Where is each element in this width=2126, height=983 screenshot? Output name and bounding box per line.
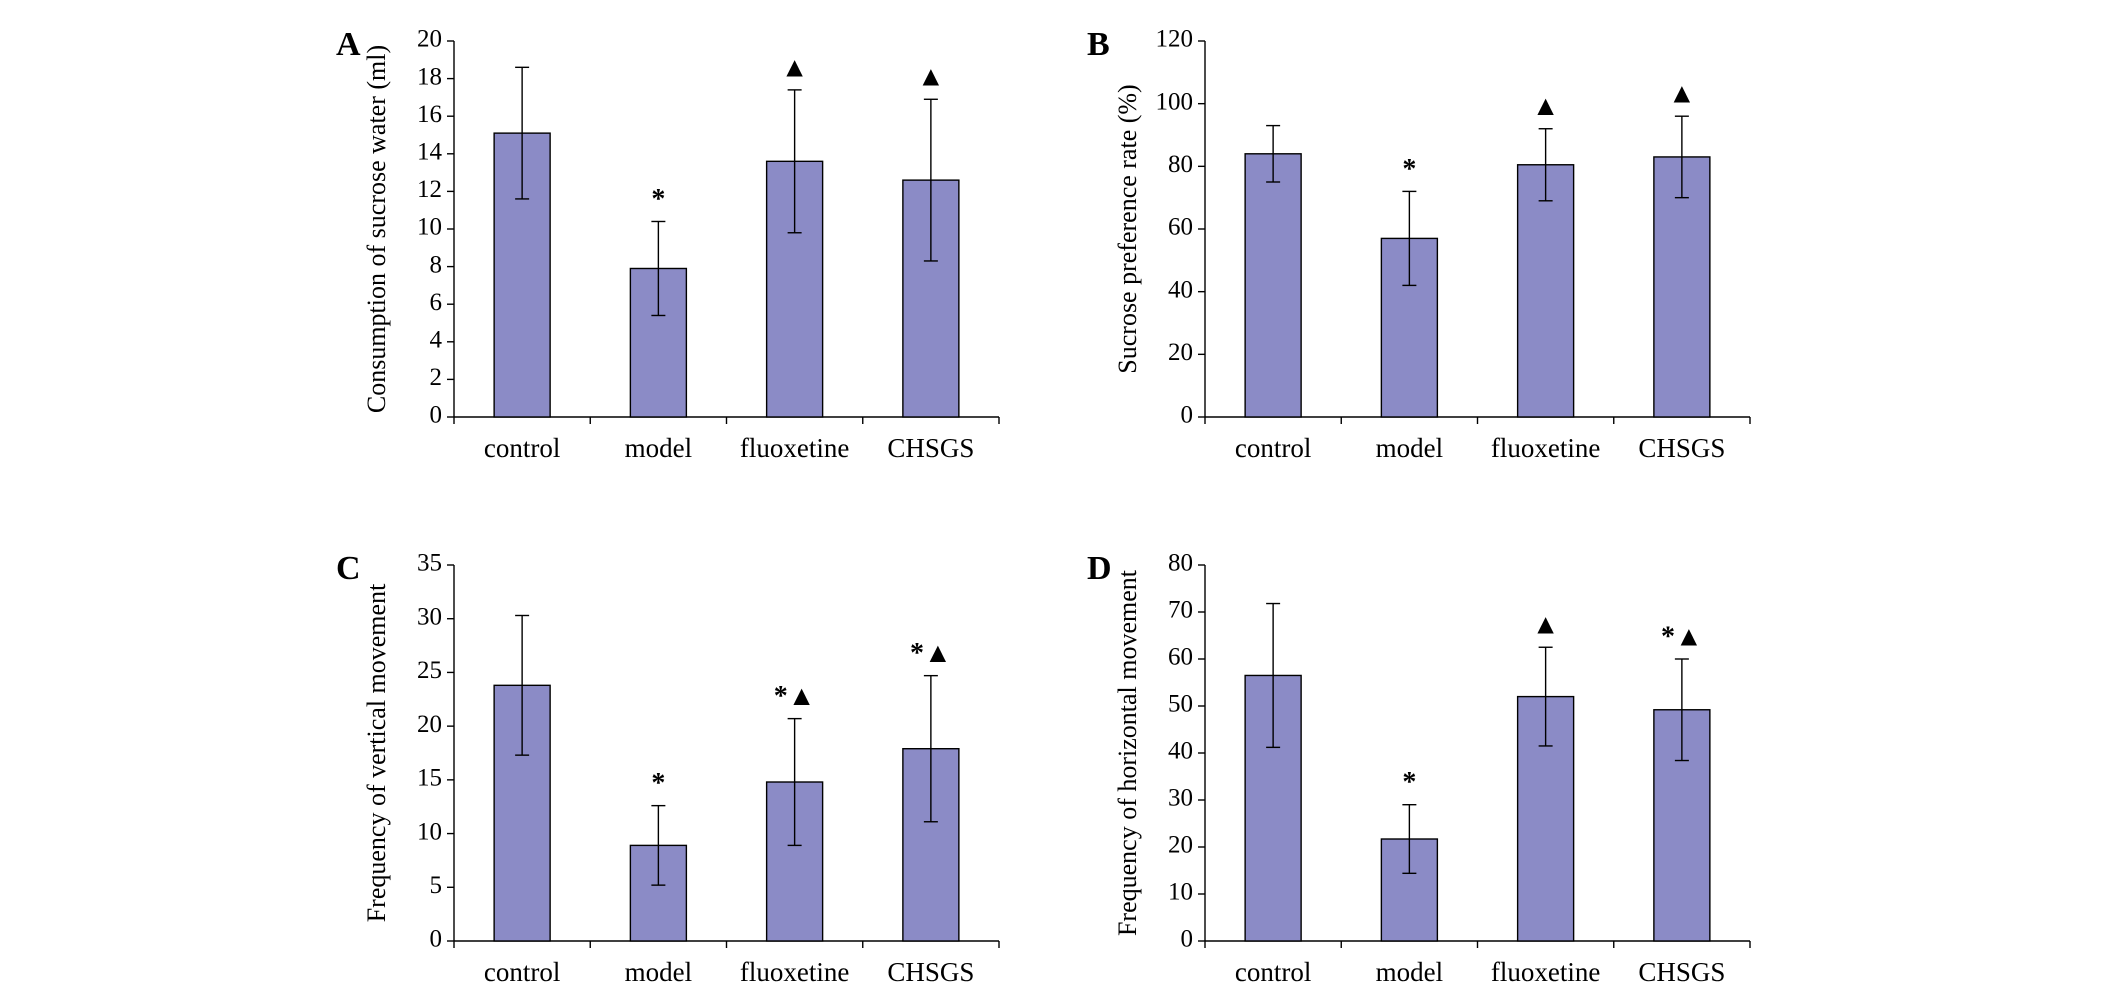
y-tick-label: 70 (1168, 597, 1193, 624)
significance-marker: ▲ (1532, 610, 1560, 641)
significance-marker: * (1402, 767, 1416, 798)
significance-marker: ▲ (1668, 79, 1696, 110)
significance-marker: *▲ (1661, 621, 1703, 652)
y-tick-label: 40 (1168, 276, 1193, 303)
y-tick-label: 20 (1168, 832, 1193, 859)
x-tick-label: fluoxetine (1491, 957, 1600, 983)
y-tick-label: 6 (430, 289, 443, 316)
bar (1516, 164, 1575, 418)
panel-label: C (336, 550, 361, 587)
y-axis-label: Sucrose preference rate (%) (1113, 84, 1142, 373)
bar (1653, 156, 1711, 418)
y-tick-label: 30 (1168, 785, 1193, 812)
x-tick-label: control (1235, 957, 1311, 983)
y-tick-label: 14 (417, 139, 443, 166)
y-tick-label: 35 (417, 550, 442, 577)
x-tick-label: fluoxetine (740, 957, 849, 983)
y-tick-label: 120 (1156, 26, 1194, 53)
y-tick-label: 8 (430, 251, 443, 278)
x-tick-label: fluoxetine (740, 433, 849, 463)
x-tick-label: model (625, 957, 693, 983)
significance-marker: *▲ (910, 638, 952, 669)
y-tick-label: 80 (1168, 550, 1193, 577)
y-tick-label: 60 (1168, 214, 1193, 241)
x-tick-label: model (1376, 957, 1444, 983)
significance-marker: *▲ (774, 681, 816, 712)
x-tick-label: model (625, 433, 693, 463)
y-tick-label: 80 (1168, 151, 1193, 178)
significance-marker: ▲ (917, 62, 945, 93)
y-tick-label: 0 (430, 402, 443, 429)
x-tick-label: CHSGS (887, 957, 974, 983)
y-axis-label: Frequency of vertical movement (362, 583, 391, 922)
y-tick-label: 5 (430, 872, 443, 899)
y-tick-label: 20 (417, 26, 442, 53)
y-axis-label: Frequency of horizontal movement (1113, 569, 1142, 936)
y-tick-label: 0 (1181, 926, 1194, 953)
y-tick-label: 20 (1168, 339, 1193, 366)
significance-marker: * (651, 768, 665, 799)
y-tick-label: 10 (417, 214, 442, 241)
y-tick-label: 12 (417, 176, 442, 203)
y-tick-label: 25 (417, 657, 442, 684)
y-tick-label: 10 (1168, 879, 1193, 906)
x-tick-label: control (484, 957, 560, 983)
y-tick-label: 10 (417, 818, 442, 845)
y-tick-label: 100 (1156, 88, 1194, 115)
y-tick-label: 30 (417, 603, 442, 630)
panel-label: A (336, 26, 361, 63)
panel-label: D (1087, 550, 1112, 587)
significance-marker: ▲ (781, 52, 809, 83)
x-tick-label: fluoxetine (1491, 433, 1600, 463)
y-tick-label: 4 (430, 327, 443, 354)
y-tick-label: 16 (417, 101, 442, 128)
x-tick-label: CHSGS (1638, 433, 1725, 463)
y-tick-label: 40 (1168, 738, 1193, 765)
x-tick-label: control (1235, 433, 1311, 463)
y-axis-label: Consumption of sucrose water (ml) (362, 45, 391, 413)
y-tick-label: 0 (1181, 402, 1194, 429)
y-tick-label: 50 (1168, 691, 1193, 718)
significance-marker: * (651, 184, 665, 215)
x-tick-label: control (484, 433, 560, 463)
y-tick-label: 15 (417, 765, 442, 792)
y-tick-label: 18 (417, 63, 442, 90)
y-tick-label: 2 (430, 364, 443, 391)
bar (1244, 153, 1302, 418)
panel-label: B (1087, 26, 1110, 63)
x-tick-label: CHSGS (1638, 957, 1725, 983)
significance-marker: * (1402, 154, 1416, 185)
y-tick-label: 20 (417, 711, 442, 738)
y-tick-label: 0 (430, 926, 443, 953)
x-tick-label: model (1376, 433, 1444, 463)
x-tick-label: CHSGS (887, 433, 974, 463)
significance-marker: ▲ (1532, 91, 1560, 122)
y-tick-label: 60 (1168, 644, 1193, 671)
bar (629, 844, 688, 942)
